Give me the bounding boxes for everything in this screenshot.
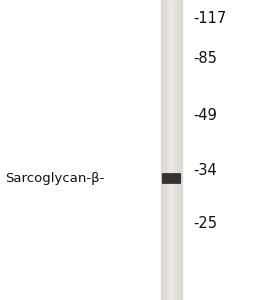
Text: -25: -25 [193,216,217,231]
Bar [178,0,179,300]
Text: -49: -49 [193,108,217,123]
Bar [177,0,178,300]
Text: -117: -117 [193,11,226,26]
Bar [169,0,170,300]
Bar [168,0,169,300]
Text: -34: -34 [193,164,217,178]
Bar [180,0,181,300]
Bar [165,0,166,300]
Bar [171,0,172,300]
Bar [179,0,180,300]
Bar [161,0,162,300]
Bar [175,0,176,300]
Bar [170,0,171,300]
Bar [172,0,173,300]
Bar [162,0,163,300]
Bar [166,0,167,300]
Text: -85: -85 [193,51,217,66]
Bar [165,0,166,300]
FancyBboxPatch shape [162,173,181,184]
Bar [174,0,175,300]
Bar [176,0,177,300]
Text: Sarcoglycan-β-: Sarcoglycan-β- [5,172,105,185]
Bar [163,0,164,300]
Bar [167,0,168,300]
Bar [164,0,165,300]
